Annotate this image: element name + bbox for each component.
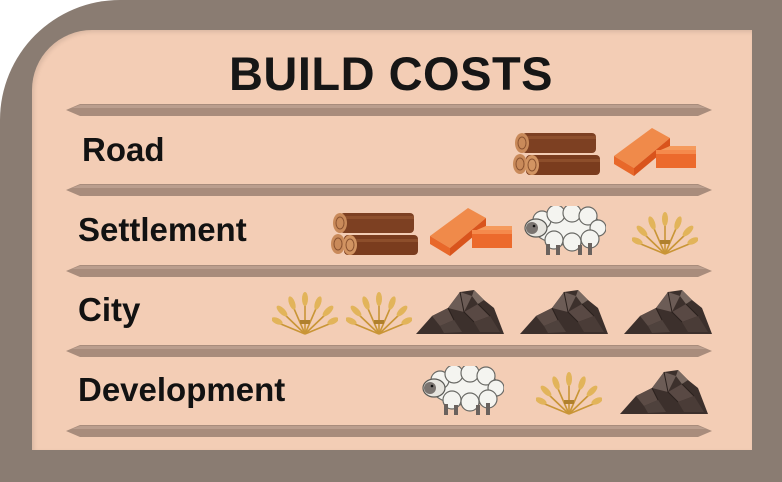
divider-line <box>66 345 712 357</box>
wheat-icon <box>272 290 338 336</box>
log-pile-icon <box>330 211 420 257</box>
wheat-icon <box>536 370 602 416</box>
divider-line <box>66 104 712 116</box>
divider-line <box>66 184 712 196</box>
divider-line <box>66 265 712 277</box>
row-label-development: Development <box>78 371 286 408</box>
row-label-settlement: Settlement <box>78 211 247 248</box>
ore-rock-icon <box>618 366 710 416</box>
log-pile-icon <box>512 131 602 177</box>
ore-rock-icon <box>622 286 714 336</box>
ore-rock-icon <box>518 286 610 336</box>
ore-rock-icon <box>414 286 506 336</box>
sheep-icon <box>418 366 504 416</box>
card-title: BUILD COSTS <box>228 47 554 100</box>
sheep-icon <box>520 206 606 256</box>
divider-line <box>66 425 712 437</box>
row-label-road: Road <box>82 131 165 168</box>
row-label-city: City <box>78 291 141 328</box>
wheat-icon <box>632 210 698 256</box>
brick-icon <box>610 126 698 176</box>
brick-icon <box>426 206 514 256</box>
wheat-icon <box>346 290 412 336</box>
